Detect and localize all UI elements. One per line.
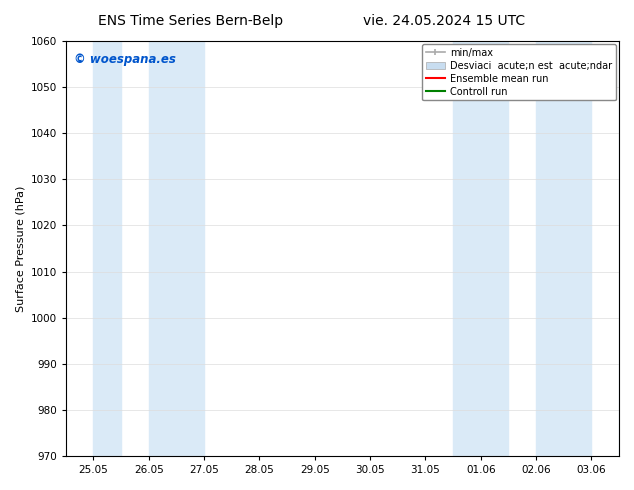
Text: ENS Time Series Bern-Belp: ENS Time Series Bern-Belp [98, 14, 283, 28]
Y-axis label: Surface Pressure (hPa): Surface Pressure (hPa) [15, 185, 25, 312]
Bar [619, 41, 634, 456]
Bar [536, 41, 592, 456]
Legend: min/max, Desviaci  acute;n est  acute;ndar, Ensemble mean run, Controll run: min/max, Desviaci acute;n est acute;ndar… [422, 44, 616, 100]
Bar [93, 41, 121, 456]
Text: vie. 24.05.2024 15 UTC: vie. 24.05.2024 15 UTC [363, 14, 525, 28]
Text: © woespana.es: © woespana.es [74, 53, 176, 67]
Bar [149, 41, 204, 456]
Bar [453, 41, 508, 456]
